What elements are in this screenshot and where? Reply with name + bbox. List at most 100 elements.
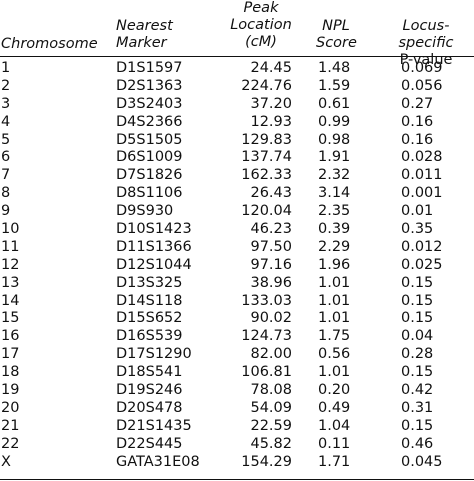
cell-chromosome: 13 [1, 274, 20, 291]
cell-npl-score: 1.01 [318, 274, 351, 291]
cell-p-value: 0.045 [401, 453, 443, 470]
cell-p-value: 0.16 [401, 113, 434, 130]
cell-chromosome: 20 [1, 399, 20, 416]
cell-p-value: 0.001 [401, 185, 443, 202]
cell-npl-score: 1.01 [318, 310, 351, 327]
cell-npl-score: 0.99 [318, 113, 351, 130]
header-p-value: Locus-specific P-value [378, 18, 474, 69]
cell-peak-location: 46.23 [250, 221, 292, 238]
cell-marker: D4S2366 [116, 113, 183, 130]
cell-chromosome: 21 [1, 417, 20, 434]
cell-peak-location: 24.45 [250, 60, 292, 76]
header-npl-score: NPL Score [316, 18, 357, 52]
table-row: 7 D7S1826 162.33 2.32 0.011 [0, 167, 474, 185]
cell-p-value: 0.15 [401, 274, 434, 291]
cell-npl-score: 2.32 [318, 167, 351, 184]
cell-marker: D22S445 [116, 435, 183, 452]
table-row: 9 D9S930 120.04 2.35 0.01 [0, 203, 474, 221]
table-row: 5 D5S1505 129.83 0.98 0.16 [0, 132, 474, 150]
cell-peak-location: 162.33 [241, 167, 292, 184]
header-chromosome-text: Chromosome [1, 36, 98, 52]
cell-marker: D15S652 [116, 310, 183, 327]
cell-chromosome: 2 [1, 77, 11, 94]
cell-npl-score: 0.39 [318, 221, 351, 238]
table-row: 8 D8S1106 26.43 3.14 0.001 [0, 185, 474, 203]
cell-npl-score: 1.04 [318, 417, 351, 434]
cell-p-value: 0.28 [401, 346, 434, 363]
cell-marker: D20S478 [116, 399, 183, 416]
cell-p-value: 0.011 [401, 167, 443, 184]
cell-marker: D12S1044 [116, 256, 192, 273]
header-chromosome: Chromosome [1, 36, 98, 53]
cell-p-value: 0.025 [401, 256, 443, 273]
cell-chromosome: 19 [1, 382, 20, 399]
header-pval-line2: P-value [399, 52, 453, 68]
cell-chromosome: 8 [1, 185, 11, 202]
cell-peak-location: 133.03 [241, 292, 292, 309]
header-peak-line3: (cM) [245, 34, 277, 50]
table-row: 19 D19S246 78.08 0.20 0.42 [0, 382, 474, 400]
cell-peak-location: 129.83 [241, 131, 292, 148]
cell-p-value: 0.42 [401, 382, 434, 399]
cell-peak-location: 26.43 [250, 185, 292, 202]
cell-peak-location: 120.04 [241, 203, 292, 220]
cell-p-value: 0.31 [401, 399, 434, 416]
cell-peak-location: 224.76 [241, 77, 292, 94]
cell-npl-score: 1.01 [318, 292, 351, 309]
header-nearest-marker: Nearest Marker [116, 18, 173, 52]
cell-npl-score: 0.11 [318, 435, 351, 452]
cell-npl-score: 1.59 [318, 77, 351, 94]
cell-p-value: 0.27 [401, 95, 434, 112]
cell-npl-score: 0.20 [318, 382, 351, 399]
header-npl-line1: NPL [322, 18, 350, 34]
cell-marker: D2S1363 [116, 77, 183, 94]
cell-npl-score: 2.35 [318, 203, 351, 220]
cell-peak-location: 154.29 [241, 453, 292, 470]
cell-chromosome: 16 [1, 328, 20, 345]
table-row: 10 D10S1423 46.23 0.39 0.35 [0, 221, 474, 239]
table-row: 12 D12S1044 97.16 1.96 0.025 [0, 257, 474, 275]
cell-npl-score: 1.01 [318, 364, 351, 381]
table-row: 20 D20S478 54.09 0.49 0.31 [0, 400, 474, 418]
cell-chromosome: 10 [1, 221, 20, 238]
table-body: 1 D1S1597 24.45 1.48 0.069 2 D2S1363 224.76 1.59… [0, 60, 474, 471]
table-row: 14 D14S118 133.03 1.01 0.15 [0, 293, 474, 311]
cell-chromosome: 17 [1, 346, 20, 363]
cell-p-value: 0.15 [401, 310, 434, 327]
cell-npl-score: 1.71 [318, 453, 351, 470]
cell-p-value: 0.16 [401, 131, 434, 148]
cell-p-value: 0.04 [401, 328, 434, 345]
cell-npl-score: 0.61 [318, 95, 351, 112]
cell-p-value: 0.028 [401, 149, 443, 166]
cell-marker: D8S1106 [116, 185, 183, 202]
table-row: 2 D2S1363 224.76 1.59 0.056 [0, 78, 474, 96]
table-row: 15 D15S652 90.02 1.01 0.15 [0, 310, 474, 328]
cell-marker: D19S246 [116, 382, 183, 399]
table-row: 11 D11S1366 97.50 2.29 0.012 [0, 239, 474, 257]
table-row: 3 D3S2403 37.20 0.61 0.27 [0, 96, 474, 114]
cell-marker: D3S2403 [116, 95, 183, 112]
table-row: 17 D17S1290 82.00 0.56 0.28 [0, 346, 474, 364]
bottom-rule [0, 479, 474, 480]
cell-p-value: 0.46 [401, 435, 434, 452]
cell-marker: D7S1826 [116, 167, 183, 184]
cell-chromosome: 9 [1, 203, 11, 220]
cell-marker: GATA31E08 [116, 453, 200, 470]
cell-marker: D6S1009 [116, 149, 183, 166]
cell-marker: D14S118 [116, 292, 183, 309]
cell-npl-score: 3.14 [318, 185, 351, 202]
cell-p-value: 0.15 [401, 364, 434, 381]
table-row: 18 D18S541 106.81 1.01 0.15 [0, 364, 474, 382]
cell-npl-score: 1.48 [318, 60, 351, 76]
cell-peak-location: 78.08 [250, 382, 292, 399]
cell-p-value: 0.056 [401, 77, 443, 94]
header-marker-line1: Nearest [116, 18, 173, 34]
cell-marker: D18S541 [116, 364, 183, 381]
cell-marker: D10S1423 [116, 221, 192, 238]
table-row: 6 D6S1009 137.74 1.91 0.028 [0, 149, 474, 167]
header-marker-line2: Marker [116, 35, 167, 51]
cell-chromosome: 4 [1, 113, 11, 130]
cell-peak-location: 37.20 [250, 95, 292, 112]
table-row: 16 D16S539 124.73 1.75 0.04 [0, 328, 474, 346]
cell-peak-location: 38.96 [250, 274, 292, 291]
